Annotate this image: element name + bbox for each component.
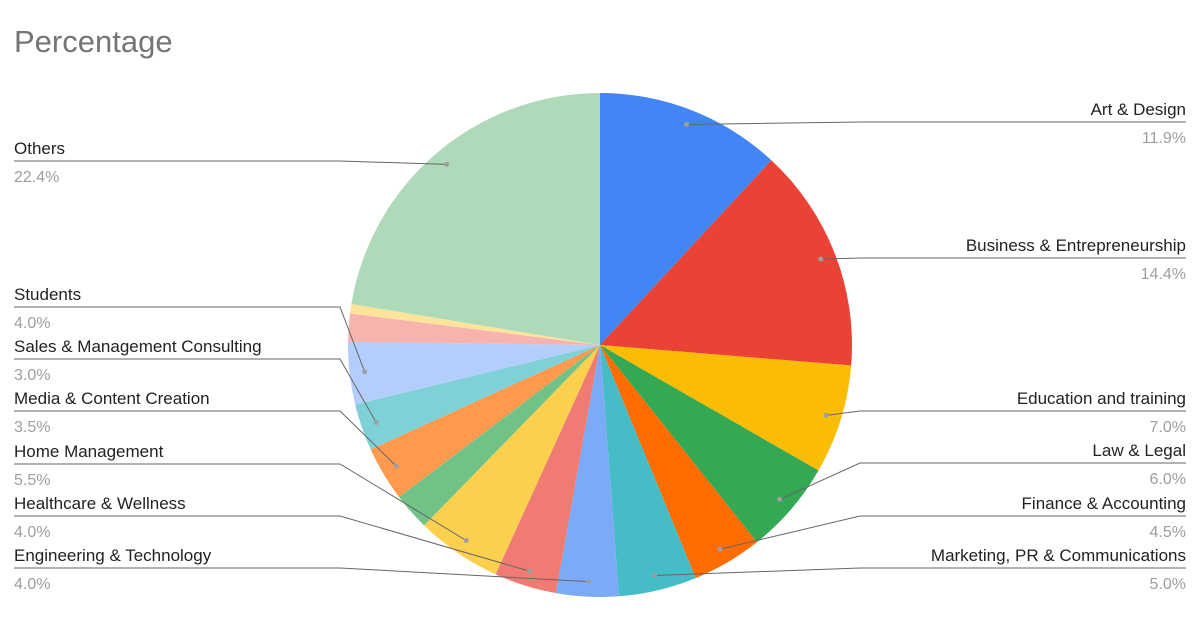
slice-value: 5.5% xyxy=(14,472,50,489)
slice-value: 4.0% xyxy=(14,315,50,332)
pie-slice xyxy=(600,345,852,471)
slice-label: Sales & Management Consulting xyxy=(14,337,262,356)
leader-line xyxy=(14,358,377,423)
leader-dot xyxy=(652,573,658,579)
chart-title: Percentage xyxy=(14,24,173,59)
leader-line xyxy=(686,121,1186,125)
pie-slice xyxy=(600,345,757,579)
pie-slice xyxy=(555,345,619,598)
leader-dot xyxy=(527,568,533,574)
leader-line xyxy=(14,463,467,541)
leader-line xyxy=(779,462,1186,500)
pie-slice xyxy=(398,345,600,526)
slice-label: Others xyxy=(14,139,65,158)
pie-slice xyxy=(348,341,600,405)
slice-value: 4.5% xyxy=(1150,524,1186,541)
pie-slice xyxy=(370,345,600,497)
slice-label: Art & Design xyxy=(1091,100,1186,119)
leader-dot xyxy=(823,412,829,418)
leader-line xyxy=(826,410,1186,416)
pie-slice xyxy=(351,93,600,345)
leader-line xyxy=(14,515,530,572)
pie-slice xyxy=(600,345,819,543)
pie-slice xyxy=(600,160,852,366)
slice-value: 3.0% xyxy=(14,367,50,384)
slice-value: 14.4% xyxy=(1141,266,1186,283)
slice-label: Home Management xyxy=(14,442,164,461)
leader-dot xyxy=(684,121,690,127)
slice-label: Students xyxy=(14,285,81,304)
leader-dot xyxy=(444,161,450,167)
leader-dot xyxy=(463,537,469,543)
pie-slice xyxy=(495,345,600,594)
slice-label: Marketing, PR & Communications xyxy=(931,546,1186,565)
pie-slice xyxy=(348,313,600,345)
leader-line xyxy=(820,257,1186,260)
leader-line xyxy=(14,306,366,372)
pie-slice xyxy=(355,345,600,450)
leader-line xyxy=(654,567,1186,577)
pie-slice xyxy=(349,304,600,345)
slice-label: Business & Entrepreneurship xyxy=(966,236,1186,255)
slice-value: 4.0% xyxy=(14,524,50,541)
pie-slice xyxy=(600,345,696,597)
leader-dot xyxy=(373,419,379,425)
slice-value: 4.0% xyxy=(14,576,50,593)
leader-line xyxy=(14,567,589,583)
slice-label: Healthcare & Wellness xyxy=(14,494,186,513)
slice-value: 11.9% xyxy=(1142,130,1186,147)
leader-line xyxy=(14,160,447,165)
leader-dot xyxy=(777,496,783,502)
slice-value: 5.0% xyxy=(1150,576,1186,593)
leader-dot xyxy=(717,546,723,552)
slice-label: Education and training xyxy=(1017,389,1186,408)
slice-value: 6.0% xyxy=(1150,471,1186,488)
slice-value: 22.4% xyxy=(14,169,59,186)
leader-dot xyxy=(362,369,368,375)
leader-dot xyxy=(393,463,399,469)
slice-value: 3.5% xyxy=(14,419,50,436)
slice-label: Law & Legal xyxy=(1092,441,1186,460)
slice-label: Engineering & Technology xyxy=(14,546,212,565)
pie-slice xyxy=(424,345,600,575)
slice-label: Finance & Accounting xyxy=(1022,494,1186,513)
slice-label: Media & Content Creation xyxy=(14,389,210,408)
pie-slice xyxy=(600,93,772,345)
leader-line xyxy=(14,410,397,467)
leader-line xyxy=(719,515,1186,550)
slice-value: 7.0% xyxy=(1150,419,1186,436)
leader-dot xyxy=(585,579,591,585)
leader-dot xyxy=(818,256,824,262)
